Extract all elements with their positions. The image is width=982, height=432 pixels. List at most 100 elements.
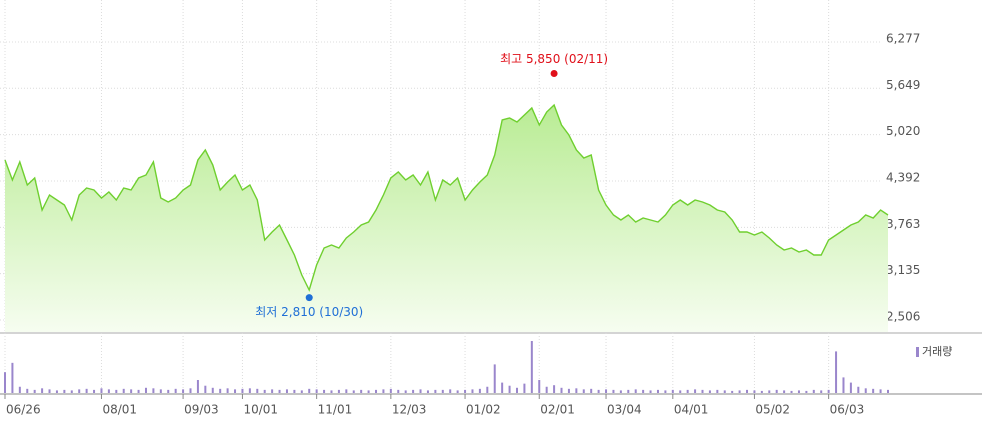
volume-bar bbox=[167, 389, 170, 393]
volume-bar bbox=[204, 385, 207, 393]
volume-bar bbox=[412, 389, 415, 393]
volume-bar bbox=[723, 390, 726, 393]
volume-bar bbox=[716, 389, 719, 393]
volume-bar bbox=[308, 388, 311, 393]
volume-bar bbox=[389, 388, 392, 393]
volume-bar bbox=[55, 390, 58, 393]
volume-bar bbox=[842, 377, 845, 393]
volume-bar bbox=[159, 389, 162, 393]
x-tick-label: 02/01 bbox=[540, 403, 575, 417]
volume-bar bbox=[256, 388, 259, 393]
volume-bar bbox=[278, 389, 281, 393]
volume-bar bbox=[530, 341, 533, 393]
volume-bar bbox=[144, 387, 147, 393]
volume-bar bbox=[248, 388, 251, 393]
y-tick-label: 5,020 bbox=[886, 124, 920, 138]
volume-bar bbox=[85, 388, 88, 393]
volume-bar bbox=[182, 389, 185, 393]
volume-bar bbox=[78, 389, 81, 393]
volume-bar bbox=[263, 389, 266, 393]
x-tick-label: 08/01 bbox=[102, 403, 137, 417]
volume-bar bbox=[753, 390, 756, 393]
volume-bar bbox=[887, 389, 889, 393]
volume-bar bbox=[612, 389, 615, 393]
volume-bar bbox=[41, 388, 44, 393]
y-tick-label: 3,763 bbox=[886, 217, 920, 231]
volume-bar bbox=[4, 372, 6, 393]
volume-bar bbox=[26, 388, 29, 393]
volume-bar bbox=[323, 389, 326, 393]
volume-bar bbox=[426, 390, 429, 393]
volume-bar bbox=[352, 390, 355, 393]
volume-bar bbox=[864, 388, 867, 393]
volume-bar bbox=[115, 389, 118, 393]
volume-bar bbox=[775, 389, 778, 393]
volume-bar bbox=[605, 389, 608, 393]
volume-bar bbox=[545, 386, 548, 393]
volume-bar bbox=[849, 382, 852, 393]
volume-bar bbox=[434, 389, 437, 393]
x-tick-label: 06/03 bbox=[830, 403, 865, 417]
y-tick-label: 5,649 bbox=[886, 78, 920, 92]
y-tick-label: 6,277 bbox=[886, 32, 920, 46]
volume-bar bbox=[515, 387, 518, 393]
volume-bar bbox=[694, 389, 697, 393]
volume-bar bbox=[538, 380, 541, 393]
volume-bar bbox=[293, 389, 296, 393]
y-tick-label: 4,392 bbox=[886, 170, 920, 184]
volume-bar bbox=[820, 390, 823, 393]
volume-bar bbox=[271, 389, 274, 393]
x-tick-label: 06/26 bbox=[6, 403, 41, 417]
volume-bar bbox=[642, 389, 645, 393]
volume-bar bbox=[567, 388, 570, 393]
volume-bar bbox=[835, 351, 838, 393]
volume-bar bbox=[827, 389, 830, 393]
volume-bar bbox=[397, 389, 400, 393]
volume-bar bbox=[63, 389, 66, 393]
volume-bar bbox=[812, 389, 815, 393]
volume-bar bbox=[671, 389, 674, 393]
volume-bar bbox=[367, 390, 370, 393]
volume-bar bbox=[441, 389, 444, 393]
volume-bar bbox=[196, 380, 199, 393]
volume-bar bbox=[130, 389, 133, 393]
x-tick-label: 03/04 bbox=[607, 403, 642, 417]
volume-bar bbox=[234, 389, 237, 393]
volume-bar bbox=[100, 388, 103, 393]
volume-bar bbox=[508, 385, 511, 393]
volume-bar bbox=[708, 390, 711, 393]
x-tick-label: 12/03 bbox=[392, 403, 427, 417]
volume-bar bbox=[375, 389, 378, 393]
legend-label: 거래량 bbox=[922, 345, 952, 358]
volume-bar bbox=[137, 389, 140, 393]
volume-bar bbox=[872, 388, 875, 393]
volume-bar bbox=[486, 386, 489, 393]
volume-bar bbox=[701, 389, 704, 393]
volume-bar bbox=[70, 390, 73, 393]
y-tick-label: 2,506 bbox=[886, 310, 920, 324]
volume-bar bbox=[300, 390, 303, 393]
volume-bar bbox=[11, 362, 14, 393]
x-tick-label: 10/01 bbox=[243, 403, 278, 417]
volume-bar bbox=[345, 389, 348, 393]
x-tick-label: 01/02 bbox=[466, 403, 501, 417]
volume-bar bbox=[493, 364, 496, 393]
volume-bar bbox=[783, 390, 786, 393]
volume-bar bbox=[337, 389, 340, 393]
volume-bar bbox=[731, 390, 734, 393]
volume-bar bbox=[738, 390, 741, 393]
volume-bar bbox=[330, 390, 333, 393]
volume-bar bbox=[449, 389, 452, 393]
volume-bar bbox=[790, 390, 793, 393]
volume-bar bbox=[649, 390, 652, 393]
y-tick-label: 3,135 bbox=[886, 263, 920, 277]
x-tick-label: 09/03 bbox=[184, 403, 219, 417]
volume-bar bbox=[501, 382, 504, 393]
volume-bar bbox=[219, 388, 222, 393]
volume-bar bbox=[189, 388, 192, 393]
volume-bar bbox=[590, 388, 593, 393]
extreme-point bbox=[305, 294, 313, 302]
volume-bar bbox=[404, 390, 407, 393]
